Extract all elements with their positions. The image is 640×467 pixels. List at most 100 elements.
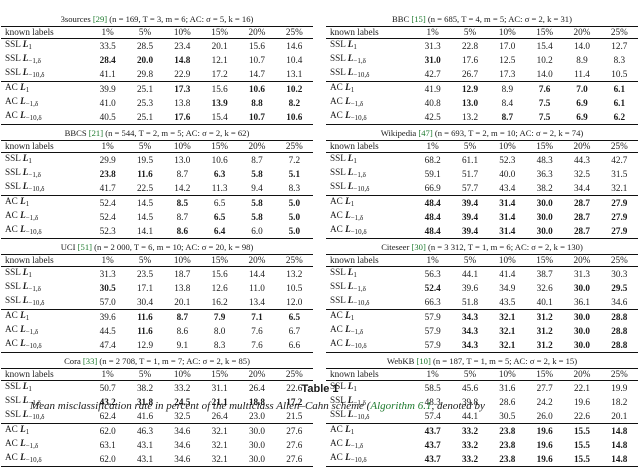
- error-rate-cell: 62.0: [89, 452, 127, 467]
- method-subscript: −1,δ: [28, 399, 41, 407]
- method-label: AC L−10,δ: [1, 110, 89, 125]
- method-prefix: SSL: [330, 53, 348, 63]
- error-rate-cell: 34.3: [461, 325, 479, 336]
- citation-link[interactable]: [21]: [88, 128, 104, 138]
- method-name: SSL L: [330, 281, 353, 291]
- error-rate-cell: 12.7: [611, 40, 628, 51]
- error-rate-cell: 52.4: [424, 282, 441, 293]
- citation-link[interactable]: [51]: [77, 242, 92, 252]
- error-rate-cell: 15.6: [200, 81, 239, 96]
- table-row: AC L−1,δ 57.9 34.3 32.1 31.2 30.0 28.8: [326, 324, 638, 338]
- method-name: SSL L: [330, 381, 353, 391]
- header-percentage: 15%: [200, 254, 239, 267]
- operator-symbol: L: [347, 53, 354, 63]
- method-prefix: SSL: [5, 67, 23, 77]
- citation-link[interactable]: [47]: [418, 128, 433, 138]
- error-rate-cell: 12.6: [211, 282, 228, 293]
- error-rate-cell: 32.5: [573, 168, 591, 179]
- error-rate-cell: 41.4: [499, 268, 516, 279]
- method-prefix: SSL: [5, 409, 23, 419]
- table-header-row: known labels 1% 5% 10% 15% 20% 25%: [1, 368, 313, 381]
- operator-symbol: L: [347, 281, 354, 291]
- operator-symbol: L: [22, 67, 29, 77]
- error-rate-cell: 41.9: [414, 81, 452, 96]
- method-subscript: 1: [350, 86, 355, 94]
- error-rate-cell: 48.4: [424, 211, 441, 222]
- header-percentage: 1%: [89, 254, 127, 267]
- operator-symbol: L: [22, 295, 29, 305]
- citation-link[interactable]: [15]: [411, 14, 426, 24]
- error-rate-cell: 5.0: [275, 195, 313, 210]
- method-subscript: −10,δ: [25, 114, 42, 122]
- citation-link[interactable]: [30]: [411, 242, 426, 252]
- table-row: AC L1 48.4 39.4 31.4 30.0 28.7 27.9: [326, 195, 638, 210]
- operator-symbol: L: [345, 210, 351, 220]
- header-percentage: 15%: [525, 254, 564, 267]
- error-rate-cell: 30.5: [99, 282, 116, 293]
- method-label: AC L−1,δ: [326, 438, 414, 452]
- method-subscript: 1: [353, 157, 357, 165]
- header-percentage: 1%: [89, 368, 127, 381]
- operator-symbol: L: [22, 267, 29, 277]
- error-rate-cell: 11.6: [137, 325, 153, 336]
- method-label: SSL L−1,δ: [1, 167, 89, 181]
- method-name: AC L: [330, 224, 351, 234]
- method-prefix: SSL: [5, 281, 23, 291]
- error-rate-cell: 30.0: [248, 439, 266, 450]
- method-label: SSL L−1,δ: [326, 167, 414, 181]
- error-rate-cell: 42.7: [424, 68, 441, 79]
- error-rate-cell: 20.1: [211, 40, 228, 51]
- citation-link[interactable]: [29]: [92, 14, 108, 24]
- error-rate-cell: 38.7: [536, 268, 553, 279]
- method-prefix: AC: [330, 210, 346, 220]
- operator-symbol: L: [345, 338, 351, 348]
- header-percentage: 5%: [451, 368, 489, 381]
- method-subscript: −10,δ: [350, 342, 367, 350]
- method-label: SSL L−10,δ: [1, 67, 89, 82]
- method-prefix: AC: [330, 438, 346, 448]
- algorithm-link[interactable]: Algorithm 6.1: [370, 400, 432, 412]
- method-name: AC L: [330, 196, 351, 206]
- method-prefix: SSL: [330, 67, 348, 77]
- table-row: AC L−10,δ 42.5 13.2 8.7 7.5 6.9 6.2: [326, 110, 638, 125]
- error-rate-cell: 8.4: [501, 97, 514, 108]
- error-rate-cell: 26.0: [536, 410, 553, 421]
- dataset-table-block: BBC [15] (n = 685, T = 4, m = 5; AC: σ =…: [326, 14, 638, 125]
- error-rate-cell: 17.2: [286, 396, 303, 407]
- table-header-row: known labels 1% 5% 10% 15% 20% 25%: [1, 254, 313, 267]
- method-subscript: 1: [28, 43, 32, 51]
- error-rate-cell: 10.2: [536, 54, 553, 65]
- error-rate-cell: 13.0: [461, 97, 479, 108]
- table-row: SSL L−10,δ 62.4 41.6 32.5 26.4 23.0 21.5: [1, 409, 313, 424]
- error-rate-cell: 16.2: [211, 296, 228, 307]
- citation-link[interactable]: [10]: [416, 356, 431, 366]
- table-row: SSL L1 33.5 28.5 23.4 20.1 15.6 14.6: [1, 39, 313, 54]
- error-rate-cell: 34.6: [163, 452, 201, 467]
- error-rate-cell: 8.7: [488, 110, 526, 125]
- error-rate-cell: 6.2: [600, 110, 638, 125]
- method-prefix: AC: [5, 110, 21, 120]
- error-rate-cell: 31.3: [99, 268, 116, 279]
- error-rate-cell: 42.7: [611, 154, 628, 165]
- error-rate-cell: 14.7: [248, 68, 266, 79]
- error-rate-cell: 34.6: [163, 423, 201, 438]
- citation-link[interactable]: [33]: [82, 356, 98, 366]
- method-prefix: AC: [5, 324, 21, 334]
- method-prefix: SSL: [330, 381, 348, 391]
- dataset-caption: UCI [51] (n = 2 000, T = 6, m = 10; AC: …: [1, 242, 313, 253]
- error-rate-cell: 33.2: [451, 452, 489, 467]
- error-rate-cell: 33.2: [461, 439, 479, 450]
- method-prefix: AC: [330, 196, 346, 206]
- description-start: Mean misclassification rate in percent o…: [30, 400, 371, 412]
- error-rate-cell: 7.2: [288, 154, 301, 165]
- error-rate-cell: 33.5: [99, 40, 116, 51]
- error-rate-cell: 32.1: [499, 325, 516, 336]
- method-name: AC L: [330, 452, 351, 462]
- error-rate-cell: 42.5: [414, 110, 452, 125]
- operator-symbol: L: [347, 267, 354, 277]
- method-subscript: −10,δ: [353, 185, 370, 193]
- method-name: AC L: [5, 452, 26, 462]
- header-percentage: 15%: [200, 140, 239, 153]
- error-rate-cell: 7.6: [525, 81, 564, 96]
- header-percentage: 25%: [600, 254, 638, 267]
